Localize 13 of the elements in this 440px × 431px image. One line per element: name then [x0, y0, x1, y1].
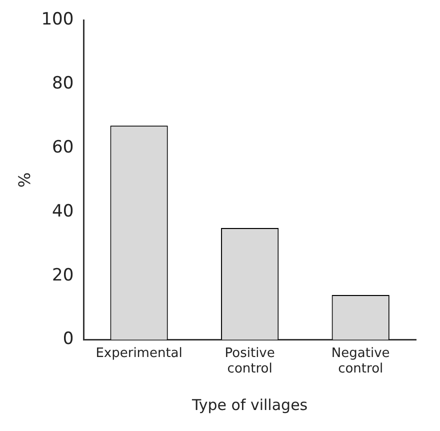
category-label: control	[338, 362, 384, 377]
y-tick-label: 80	[52, 74, 74, 94]
y-tick-label: 0	[62, 329, 74, 350]
y-tick-label: 100	[41, 10, 74, 30]
category-label: Negative	[331, 346, 390, 361]
category-label: Experimental	[96, 346, 182, 361]
y-tick-label: 60	[52, 137, 74, 158]
y-tick-label: 40	[52, 201, 74, 222]
category-label: Positive	[224, 346, 275, 361]
x-axis-title: Type of villages	[191, 396, 308, 414]
y-axis-title: %	[14, 172, 34, 188]
category-label: control	[227, 362, 272, 377]
y-tick-label: 20	[52, 265, 74, 286]
